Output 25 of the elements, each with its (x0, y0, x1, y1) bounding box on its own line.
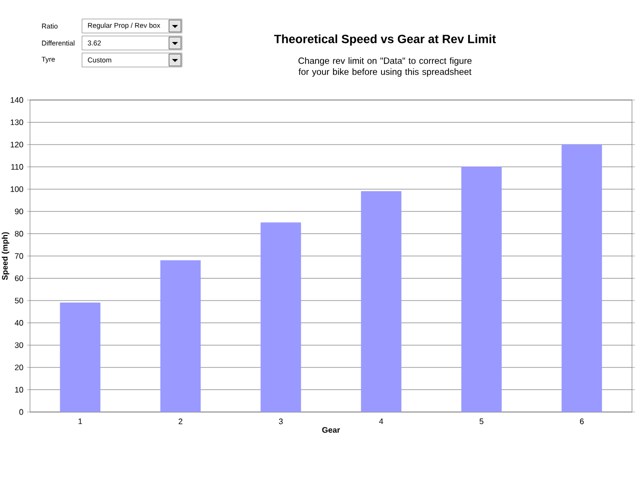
x-tick-label: 5 (480, 418, 484, 424)
y-tick-label: 70 (14, 253, 24, 259)
chart-title: Theoretical Speed vs Gear at Rev Limit (274, 34, 496, 46)
x-tick-label: 1 (78, 418, 82, 424)
y-tick-label: 90 (14, 208, 24, 214)
y-tick-label: 120 (10, 142, 24, 148)
y-tick-label: 40 (14, 320, 24, 326)
y-tick-label: 140 (10, 97, 24, 103)
y-tick-label: 20 (14, 364, 24, 370)
x-axis-title: Gear (322, 427, 340, 433)
y-tick-label: 60 (14, 275, 24, 282)
y-axis-title: Speed (mph) (2, 232, 10, 280)
y-tick-label: 130 (10, 119, 24, 126)
x-tick-label: 6 (580, 418, 584, 424)
y-tick-label: 0 (19, 409, 24, 415)
y-tick-label: 80 (14, 230, 24, 237)
y-tick-label: 110 (11, 164, 24, 170)
x-tick-label: 2 (178, 418, 182, 424)
chart-subtitle: Change rev limit on "Data" to correct figure for your bike before using this spreadsheet (298, 57, 472, 77)
x-tick-label: 3 (278, 418, 283, 424)
y-tick-label: 10 (15, 386, 24, 393)
x-tick-label: 4 (379, 418, 384, 424)
y-tick-label: 50 (14, 298, 24, 304)
y-tick-label: 30 (14, 342, 24, 348)
y-tick-label: 100 (10, 186, 24, 192)
